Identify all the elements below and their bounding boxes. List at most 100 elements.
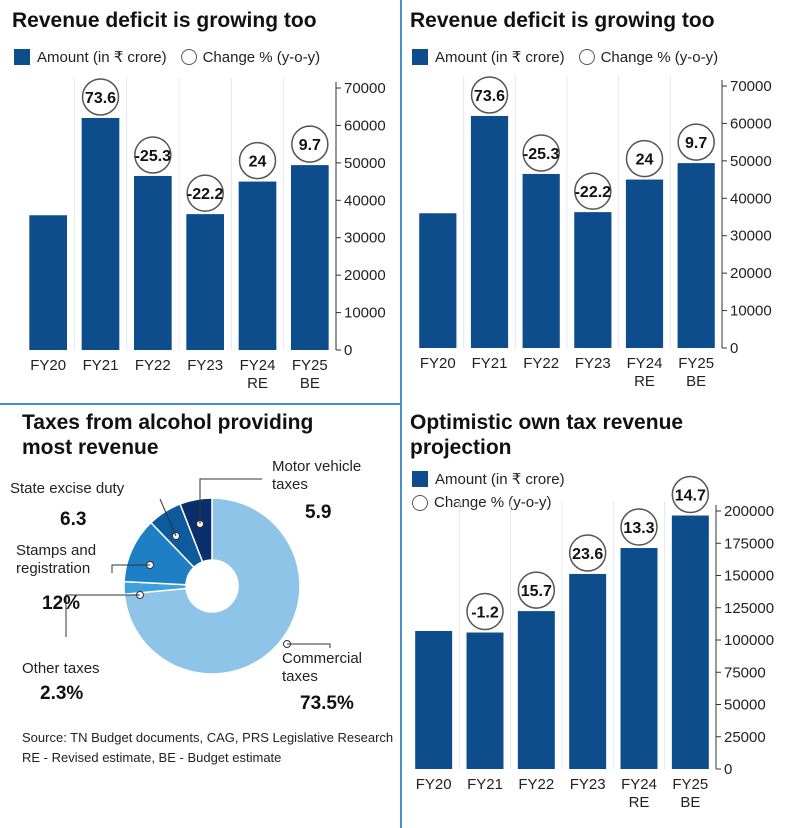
change-bubble [134,136,172,174]
bottom-left-title: Taxes from alcohol providing most revenu… [22,411,314,459]
y-tick-label: 40000 [344,192,386,209]
y-tick-label: 10000 [344,305,386,322]
pie-chart: Commercial taxes 73.5% Other taxes 2.3% Stamp… [10,458,362,714]
legend-amount-label: Amount (in ₹ crore) [435,49,565,66]
y-tick-label: 25000 [724,729,766,746]
change-bubble [517,571,556,609]
bar [569,573,607,769]
change-bubble [522,134,560,172]
estimate-note: RE - Revised estimate, BE - Budget estim… [22,750,282,765]
change-label: 23.6 [572,546,603,563]
x-tick-label: FY24 [621,776,657,793]
change-label: -22.2 [187,186,224,203]
y-tick-label: 20000 [730,265,772,282]
change-bubble [238,141,277,180]
change-bubble [81,78,120,116]
change-bubble [568,534,607,572]
legend-change-swatch [180,49,197,65]
change-bubble [677,123,715,161]
legend-change-label: Change % (y-o-y) [202,48,321,66]
bottom-right-legend-amount: Amount (in ₹ crore) [412,470,565,488]
x-tick-label: FY25 [672,776,708,793]
x-tick-label: FY24 [627,355,663,372]
leader-line [287,643,331,648]
bar [517,611,555,769]
y-tick-label: 125000 [724,600,774,617]
pie-value: 12% [42,593,80,614]
y-tick-label: 20000 [344,267,386,284]
bar [677,163,715,348]
pie-slice [179,497,213,563]
bar [470,115,509,348]
legend-amount-swatch [14,49,30,65]
change-label: -25.3 [523,146,560,163]
change-label: 15.7 [521,583,552,600]
x-tick-label: BE [300,375,320,392]
vertical-divider [400,0,402,828]
y-tick-label: 30000 [730,228,772,245]
change-bubble [625,139,664,178]
change-bubble [671,475,710,514]
leader-line [159,498,177,537]
y-tick-label: 40000 [730,190,772,207]
x-tick-label: RE [634,373,655,390]
legend-change-swatch [412,494,428,511]
y-tick-label: 75000 [724,664,766,681]
x-tick-label: FY20 [420,355,456,372]
y-tick-label: 0 [344,342,352,359]
top-right-bar-chart: 0 10000 20000 30000 40000 50000 60000 70000 FY20… [419,76,772,390]
legend-amount-label: Amount (in ₹ crore) [435,471,565,488]
change-bubble [186,174,224,212]
pie-label: Other taxes [22,660,100,677]
y-tick-label: 30000 [344,230,386,247]
x-tick-label: FY22 [135,357,171,374]
x-tick-label: BE [686,373,706,390]
source-text: Source: TN Budget documents, CAG, PRS Le… [22,730,394,745]
pie-label: Commercial taxes [282,650,362,685]
x-tick-label: FY23 [570,776,606,793]
top-left-legend: Amount (in ₹ crore) Change % (y-o-y) [14,48,320,66]
change-label: -25.3 [135,148,172,165]
y-tick-label: 200000 [724,503,774,520]
x-tick-label: FY20 [30,357,66,374]
bar [290,165,329,350]
x-tick-label: FY22 [518,776,554,793]
leader-line [111,564,150,573]
y-tick-label: 70000 [344,80,386,97]
pie-slice [123,497,301,675]
leader-line [65,594,140,637]
x-tick-label: FY25 [292,357,328,374]
change-label: 13.3 [623,520,654,537]
bottom-right-title: Optimistic own tax revenue projection [410,411,684,459]
top-right-legend: Amount (in ₹ crore) Change % (y-o-y) [412,48,718,66]
top-right-title: Revenue deficit is growing too [410,9,715,32]
change-label: -22.2 [575,184,612,201]
y-tick-label: 50000 [344,155,386,172]
pie-value: 5.9 [305,502,331,523]
bar [574,212,612,348]
x-tick-label: FY23 [187,357,223,374]
legend-change-label: Change % (y-o-y) [600,48,719,66]
source-note: Source: TN Budget documents, CAG, PRS Le… [22,728,394,768]
change-bubble [574,172,612,210]
change-label: 9.7 [299,137,321,154]
change-bubble [291,125,329,163]
y-tick-label: 70000 [730,78,772,95]
pie-value: 6.3 [60,509,86,530]
bar [419,213,457,348]
horizontal-divider [0,403,400,405]
legend-amount-label: Amount (in ₹ crore) [37,49,167,66]
bar [186,214,225,350]
legend-change-swatch [578,49,595,65]
bar [81,117,120,350]
x-tick-label: FY21 [83,357,119,374]
bar [671,515,709,769]
bar [133,175,172,350]
bar [29,215,68,350]
bottom-right-legend-change: Change % (y-o-y) [412,494,552,511]
pie-label: Motor vehicle taxes [272,458,361,493]
x-tick-label: RE [629,794,650,811]
x-tick-label: BE [680,794,700,811]
pie-label: State excise duty [10,480,125,497]
top-left-bar-chart: 0 10000 20000 30000 40000 50000 60000 70000 FY20… [29,78,386,392]
